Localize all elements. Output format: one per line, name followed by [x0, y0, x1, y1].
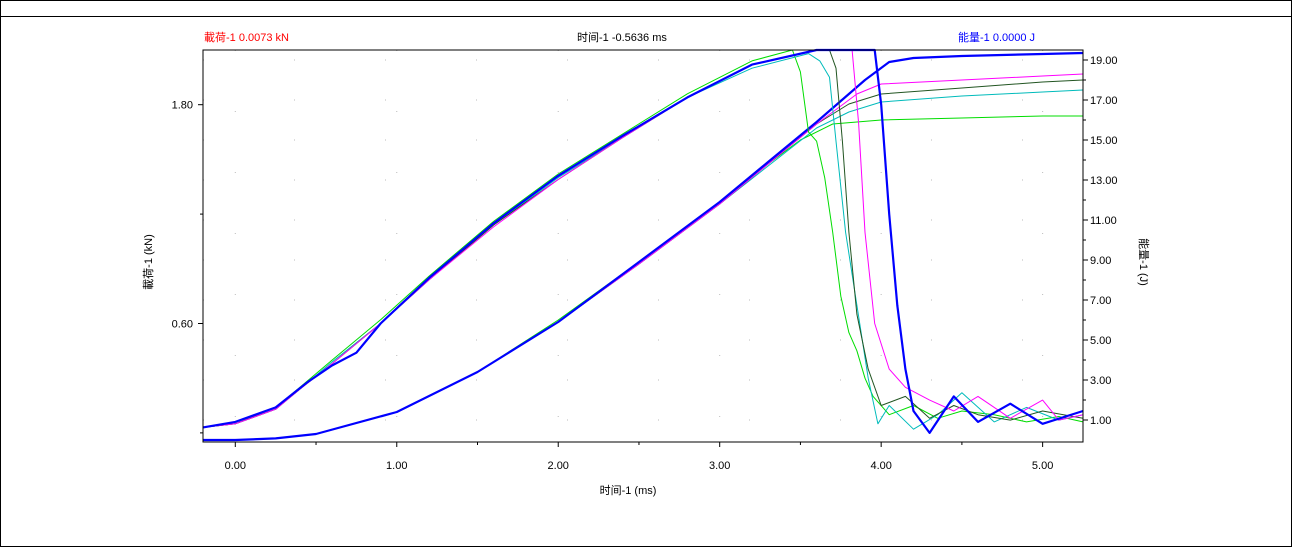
time-readout-value: -0.5636 ms — [611, 32, 667, 44]
y-right-tick-label: 19.00 — [1090, 55, 1118, 67]
y-right-tick-label: 17.00 — [1090, 95, 1118, 107]
x-tick-label: 3.00 — [709, 460, 730, 472]
top-bar — [0, 0, 1292, 17]
energy-series-line — [203, 51, 1084, 442]
y-axis-left-label: 載荷-1 (kN) — [142, 234, 155, 290]
energy-readout-label: 能量-1 — [958, 32, 990, 44]
x-tick-label: 2.00 — [548, 460, 569, 472]
series-layer — [202, 48, 1084, 442]
x-axis-label: 时间-1 (ms) — [600, 484, 657, 497]
energy-readout: 能量-1 0.0000 J — [958, 31, 1035, 45]
axis-layer: 0.00 1.00 2.00 3.00 4.00 5.00 0.60 1.80 1.00 3.00… — [172, 55, 1118, 472]
load-series-line — [202, 48, 1084, 434]
grid-layer — [203, 50, 1083, 442]
load-series-line — [202, 49, 1084, 428]
load-series-line — [202, 53, 1084, 430]
time-readout-label: 时间-1 — [577, 32, 609, 44]
y-right-tick-label: 15.00 — [1090, 135, 1118, 147]
load-readout: 載荷-1 0.0073 kN — [204, 31, 289, 45]
load-series-line — [202, 49, 1084, 428]
y-right-tick-label: 5.00 — [1090, 335, 1111, 347]
time-readout: 时间-1 -0.5636 ms — [577, 31, 667, 45]
y-right-tick-label: 13.00 — [1090, 175, 1118, 187]
energy-series-line — [203, 73, 1084, 441]
x-tick-label: 0.00 — [225, 460, 246, 472]
y-right-tick-label: 11.00 — [1090, 215, 1117, 227]
y-left-tick-label: 1.80 — [172, 100, 193, 112]
y-right-tick-label: 7.00 — [1090, 295, 1111, 307]
energy-series-line — [203, 89, 1084, 441]
energy-readout-value: 0.0000 J — [992, 32, 1036, 44]
y-right-tick-label: 1.00 — [1090, 415, 1111, 427]
plot-area-border — [202, 49, 1084, 443]
y-right-tick-label: 9.00 — [1090, 255, 1111, 267]
x-tick-label: 1.00 — [386, 460, 407, 472]
load-series-line — [202, 49, 1084, 428]
load-readout-value: 0.0073 kN — [238, 32, 289, 44]
x-tick-label: 4.00 — [870, 460, 891, 472]
load-readout-label: 載荷-1 — [204, 32, 236, 44]
y-axis-right-label: 能量-1 (J) — [1137, 238, 1151, 286]
x-tick-label: 5.00 — [1032, 460, 1053, 472]
y-right-tick-label: 3.00 — [1090, 375, 1111, 387]
energy-series-line — [203, 115, 1083, 441]
y-left-tick-label: 0.60 — [172, 318, 193, 330]
